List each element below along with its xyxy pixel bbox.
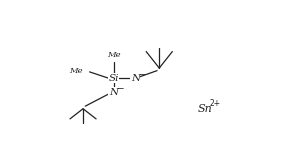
Text: Sn: Sn <box>198 104 212 114</box>
Text: Me: Me <box>107 51 120 59</box>
Text: 2+: 2+ <box>209 99 220 108</box>
Text: Si: Si <box>108 74 119 83</box>
Text: Me: Me <box>69 67 83 75</box>
Text: N: N <box>131 74 140 83</box>
Text: −: − <box>138 69 146 78</box>
Text: N: N <box>109 88 118 97</box>
Text: −: − <box>116 83 124 92</box>
